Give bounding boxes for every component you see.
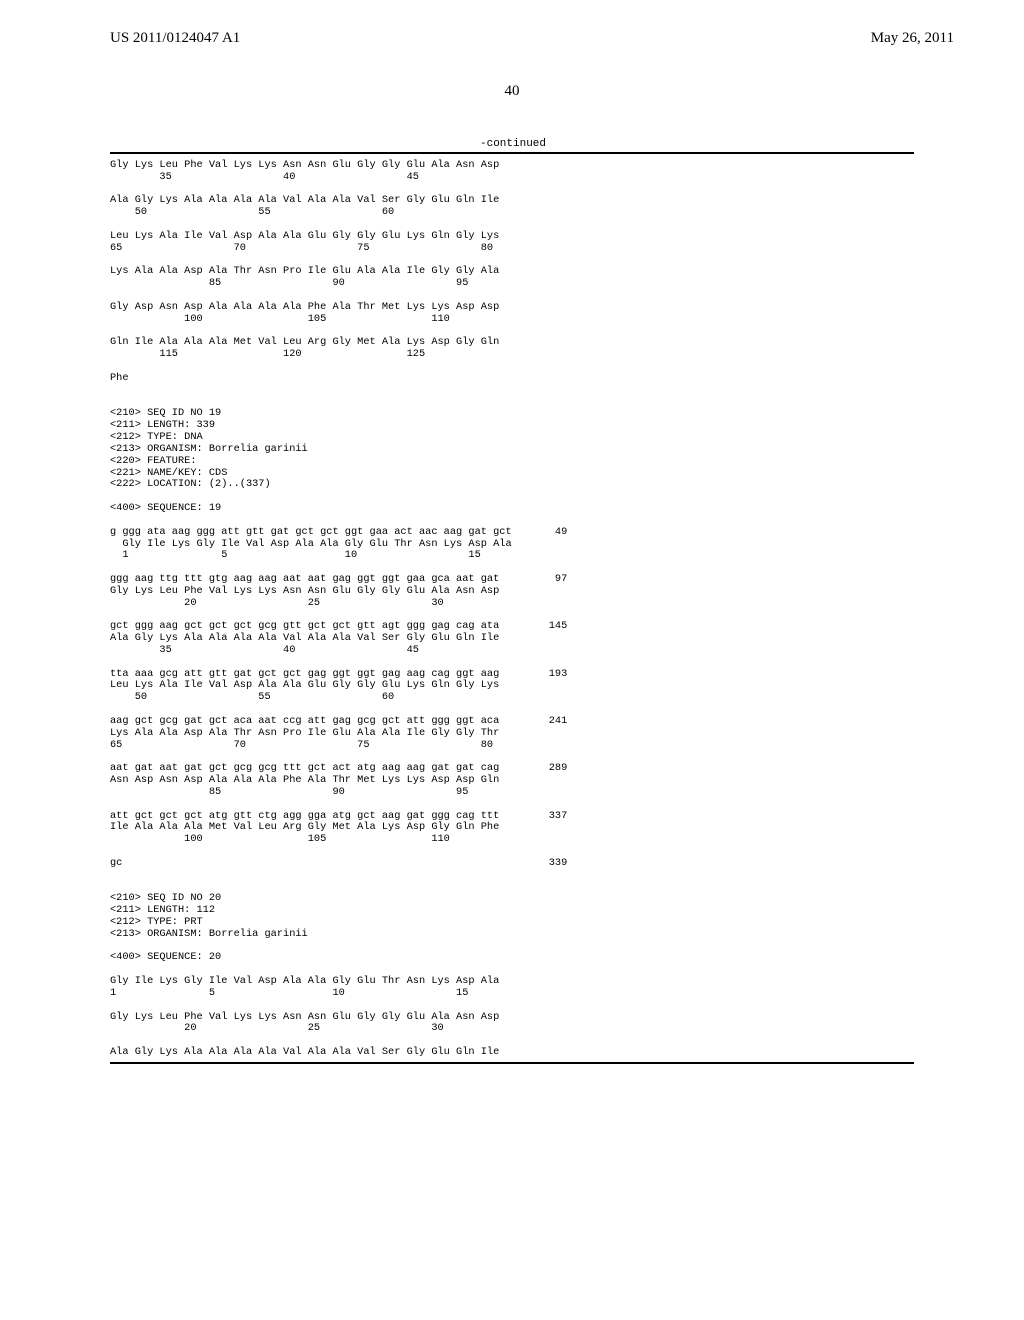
- publication-number: US 2011/0124047 A1: [110, 30, 240, 47]
- continued-label: -continued: [480, 138, 1024, 150]
- sequence-listing: Gly Lys Leu Phe Val Lys Lys Asn Asn Glu …: [0, 154, 1024, 1059]
- divider-bottom: [110, 1062, 914, 1064]
- page-number: 40: [0, 83, 1024, 100]
- publication-date: May 26, 2011: [871, 30, 954, 47]
- page-header: US 2011/0124047 A1 May 26, 2011: [0, 0, 1024, 51]
